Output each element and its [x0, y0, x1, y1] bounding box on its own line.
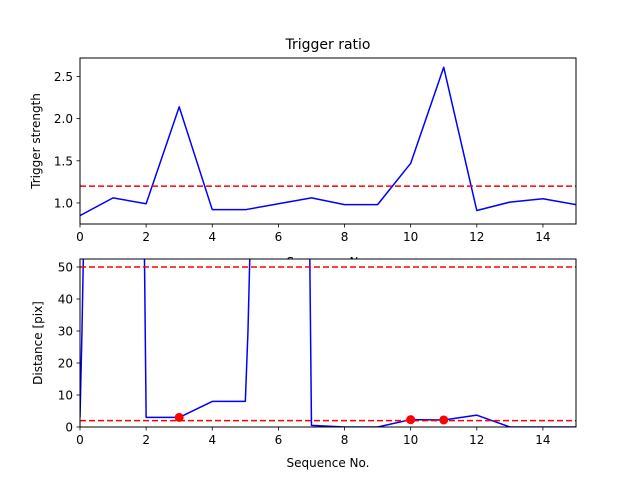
axes: 0 2 4 6 8 10 12 14 0 10 20 30 40 50 [58, 261, 551, 448]
series-line [80, 66, 576, 217]
y-tick-label: 1.0 [54, 196, 73, 210]
x-tick-label: 14 [535, 433, 550, 447]
x-tick-label: 12 [469, 433, 484, 447]
y-tick-label: 1.5 [54, 154, 73, 168]
x-tick-label: 2 [142, 230, 150, 244]
x-tick-label: 2 [142, 433, 150, 447]
data-point-marker [439, 415, 449, 425]
y-tick-label: 40 [58, 293, 73, 307]
x-tick-label: 4 [208, 230, 216, 244]
y-tick-label: 30 [58, 325, 73, 339]
plot-area [80, 259, 576, 427]
x-tick-label: 6 [275, 230, 283, 244]
x-tick-label: 8 [341, 433, 349, 447]
axes: 0 2 4 6 8 10 12 14 1.0 1.5 2.0 2.5 [54, 70, 551, 244]
y-axis-label: Trigger strength [29, 93, 43, 190]
axes-frame [79, 57, 577, 225]
x-axis-label: Sequence No. [287, 456, 370, 470]
chart-title: Trigger ratio [284, 37, 370, 53]
plot-area [80, 66, 576, 217]
plot-background [80, 259, 576, 427]
x-tick-label: 12 [469, 230, 484, 244]
distance-chart: 0 2 4 6 8 10 12 14 0 10 20 30 40 50 Distance [pix] Se… [31, 258, 577, 470]
y-tick-label: 20 [58, 357, 73, 371]
axes-frame [79, 258, 577, 428]
trigger-ratio-chart: Trigger ratio 0 2 4 6 8 10 12 14 1.0 1.5 2.0 2.5 Tr… [29, 37, 577, 269]
y-axis-label: Distance [pix] [31, 301, 45, 385]
x-tick-label: 6 [275, 433, 283, 447]
x-tick-label: 8 [341, 230, 349, 244]
data-point-marker [174, 412, 184, 422]
y-tick-label: 2.5 [54, 70, 73, 84]
data-point-marker [406, 415, 416, 425]
x-tick-label: 10 [403, 433, 418, 447]
x-tick-label: 10 [403, 230, 418, 244]
x-tick-label: 0 [76, 433, 84, 447]
y-tick-label: 10 [58, 389, 73, 403]
y-tick-label: 50 [58, 261, 73, 275]
x-tick-label: 0 [76, 230, 84, 244]
x-tick-label: 14 [535, 230, 550, 244]
y-tick-label: 2.0 [54, 112, 73, 126]
y-tick-label: 0 [65, 421, 73, 435]
x-tick-label: 4 [208, 433, 216, 447]
